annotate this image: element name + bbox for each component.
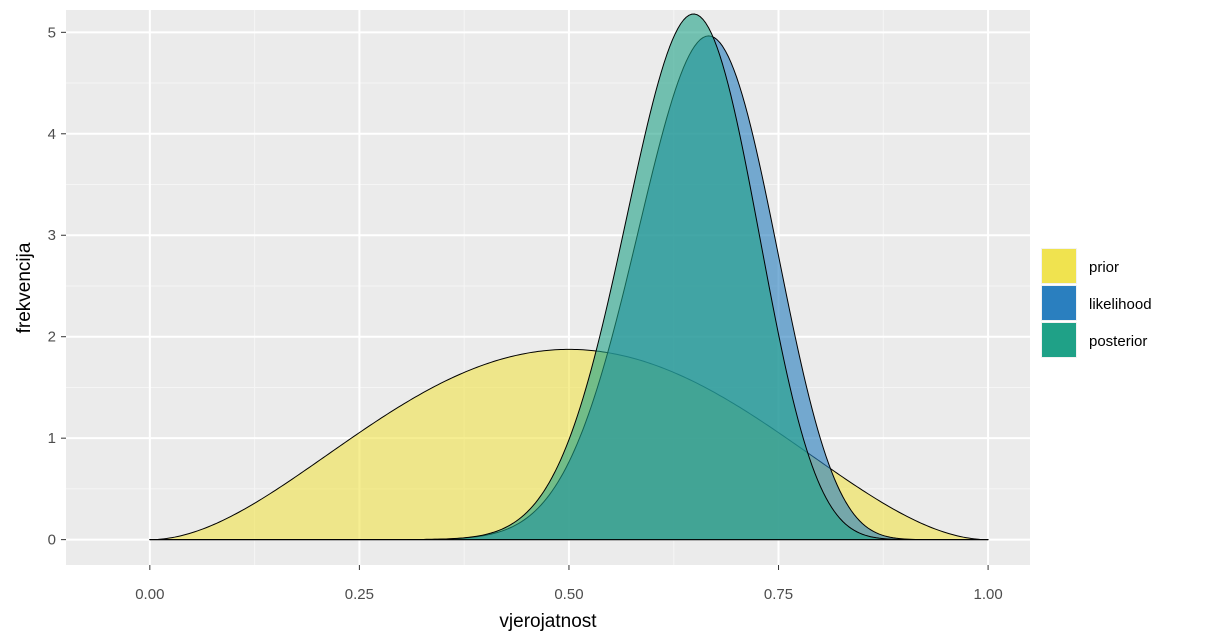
y-tick-label: 1 [48,430,56,447]
x-tick-label: 1.00 [973,586,1002,603]
x-axis: 0.00 0.25 0.50 0.75 1.00 [135,565,1003,603]
x-tick-label: 0.75 [764,586,793,603]
legend-label-prior: prior [1089,259,1119,276]
y-tick-label: 2 [48,329,56,346]
density-areas [149,13,989,541]
x-tick-label: 0.25 [345,586,374,603]
y-tick-label: 0 [48,532,56,549]
density-area-posterior [149,13,989,541]
y-axis: 0 1 2 3 4 5 [48,24,66,549]
x-tick-label: 0.00 [135,586,164,603]
legend: prior likelihood posterior [1041,248,1152,358]
legend-swatch-prior [1042,249,1076,283]
legend-swatch-likelihood [1042,286,1076,320]
y-tick-label: 3 [48,227,56,244]
x-tick-label: 0.50 [554,586,583,603]
y-tick-label: 5 [48,24,56,41]
legend-label-likelihood: likelihood [1089,296,1152,313]
y-tick-label: 4 [48,126,56,143]
y-axis-title: frekvencija [14,242,35,333]
legend-label-posterior: posterior [1089,333,1147,350]
x-axis-title: vjerojatnost [499,611,597,632]
legend-swatch-posterior [1042,323,1076,357]
